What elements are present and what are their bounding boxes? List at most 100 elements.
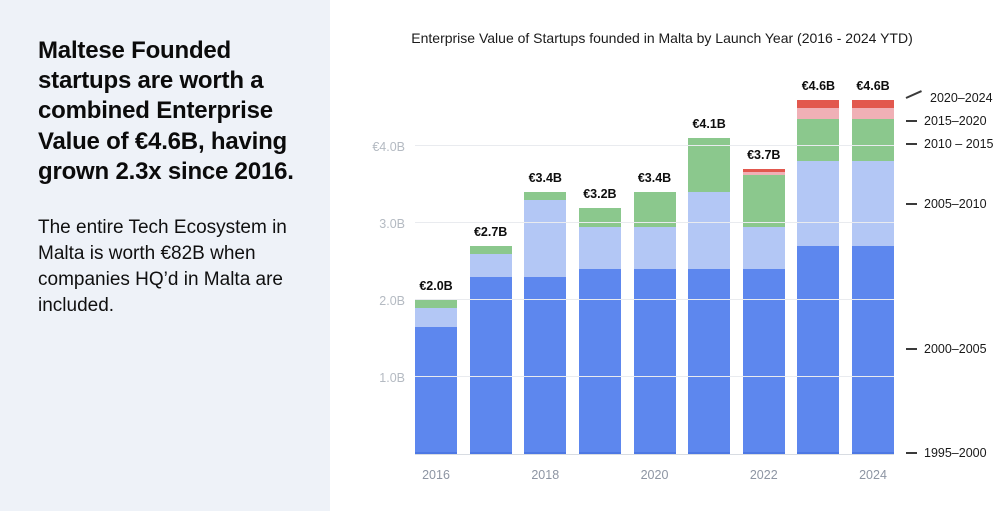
legend-label: 2015–2020 [924,114,987,129]
bar-segment-2005–2010 [797,161,840,247]
bar-2016: €2.0B 2016 [415,279,457,482]
bar-segment-2015–2020 [852,107,894,120]
y-axis-tick-label: 1.0B [379,371,405,385]
bar-segment-2005–2010 [415,307,457,327]
bar-segment-2010 – 2015 [688,138,731,193]
x-axis-tick-label: 2018 [531,468,560,482]
legend-label: 2000–2005 [924,342,987,357]
bar-2021: €4.1B [688,117,731,454]
bar-stack [742,169,785,454]
bar-segment-2000–2005 [633,269,676,452]
bar-segment-2005–2010 [852,161,894,247]
bar-total-label: €4.6B [856,78,890,93]
bar-segment-1995–2000 [469,451,512,454]
bar-stack [524,192,567,454]
bar-segment-2010 – 2015 [797,119,840,162]
bar-total-label: €4.1B [692,117,726,132]
bar-segment-1995–2000 [797,451,840,454]
bar-segment-2005–2010 [688,192,731,270]
bar-total-label: €3.7B [747,148,781,163]
bar-segment-2005–2010 [469,253,512,277]
x-axis-tick-label: 2020 [640,468,669,482]
bar-segment-1995–2000 [852,451,894,454]
bar-segment-2000–2005 [469,276,512,452]
bar-stack [852,99,894,454]
bar-2022: €3.7B 2022 [742,148,785,482]
bar-segment-2010 – 2015 [742,175,785,227]
bar-segment-2000–2005 [688,269,731,452]
bar-segment-2005–2010 [742,226,785,270]
gridline [415,145,894,146]
bar-segment-2005–2010 [633,226,676,270]
bar-segment-2020–2024 [797,99,840,108]
bar-2018: €3.4B 2018 [524,171,567,482]
bar-2023: €4.6B [797,79,840,454]
legend-entry: 2010 – 2015 [906,137,994,152]
bar-segment-2000–2005 [524,276,567,452]
bar-total-label: €3.4B [528,171,562,186]
bar-segment-2010 – 2015 [469,246,512,254]
legend-leader-line [905,90,922,100]
bar-segment-2010 – 2015 [633,192,676,227]
legend-entry: 2005–2010 [906,197,987,212]
bar-stack [469,246,512,454]
legend-entry: 2000–2005 [906,342,987,357]
legend-tick-mark [906,143,917,146]
bars: €2.0B 2016 €2.7B €3.4B 2018 €3.2B €3.4B 2020 €4.… [415,79,894,482]
bar-total-label: €4.6B [801,78,836,93]
subtext: The entire Tech Ecosystem in Malta is wo… [38,217,287,316]
legend-label: 1995–2000 [924,446,987,461]
bar-2024: €4.6B 2024 [852,79,894,482]
bar-segment-1995–2000 [578,451,621,454]
x-axis-tick-label: 2016 [422,468,450,482]
bar-segment-2005–2010 [578,226,621,270]
bar-segment-1995–2000 [742,451,785,454]
bar-stack [688,138,731,454]
bar-segment-2010 – 2015 [415,300,457,308]
bar-segment-2010 – 2015 [524,192,567,200]
legend-entry: 2020–2024 [905,90,993,106]
bar-segment-1995–2000 [688,451,731,454]
bar-segment-1995–2000 [633,451,676,454]
bar-2017: €2.7B [469,225,512,454]
bar-stack [797,99,840,454]
legend-tick-mark [906,348,917,351]
bar-segment-2010 – 2015 [578,207,621,227]
bar-segment-2020–2024 [742,169,785,173]
bar-segment-2000–2005 [797,246,840,452]
gridline [415,222,894,223]
x-axis-tick-label: 2024 [859,468,887,482]
bar-stack [633,192,676,454]
bar-segment-2010 – 2015 [852,119,894,162]
bar-segment-2000–2005 [742,269,785,452]
bar-total-label: €2.7B [473,225,508,240]
chart-panel: Enterprise Value of Startups founded in … [330,0,994,511]
y-axis-tick-label: 3.0B [379,217,405,231]
legend-tick-mark [906,120,917,123]
bar-segment-2005–2010 [524,199,567,277]
legend-entry: 1995–2000 [906,446,987,461]
legend-label: 2020–2024 [930,91,993,106]
bar-total-label: €3.4B [637,171,672,186]
bar-segment-2000–2005 [852,246,894,452]
y-axis-tick-label: 2.0B [379,294,405,308]
headline: Maltese Founded startups are worth a com… [38,37,294,185]
legend-tick-mark [906,452,917,455]
bar-2020: €3.4B 2020 [633,171,676,482]
y-axis-tick-label: €4.0B [372,140,405,154]
bar-stack [578,207,621,454]
bar-segment-2000–2005 [578,269,621,452]
left-panel: Maltese Founded startups are worth a com… [0,0,330,511]
x-axis-tick-label: 2022 [749,468,778,482]
bar-total-label: €2.0B [419,279,453,293]
gridline [415,299,894,300]
bar-total-label: €3.2B [583,186,617,201]
bar-stack [415,300,457,454]
bar-segment-2020–2024 [852,99,894,108]
bar-segment-2015–2020 [797,107,840,120]
legend-label: 2005–2010 [924,197,987,212]
bar-segment-1995–2000 [524,451,567,454]
legend-tick-mark [906,203,917,206]
bar-segment-2000–2005 [415,326,457,452]
